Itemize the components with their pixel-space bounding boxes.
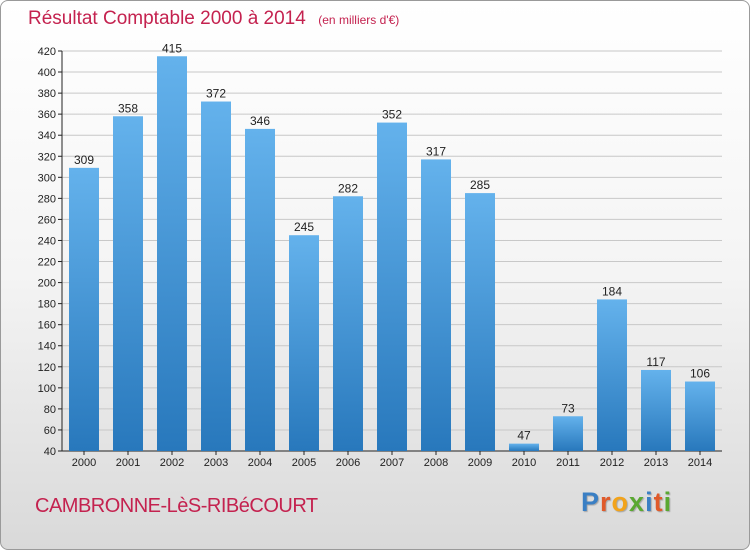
data-label-2000: 309 bbox=[74, 153, 94, 167]
y-tick-label: 120 bbox=[38, 362, 56, 374]
y-tick-label: 280 bbox=[38, 193, 56, 205]
x-tick-label-2008: 2008 bbox=[424, 457, 448, 469]
x-tick-label-2011: 2011 bbox=[556, 457, 580, 469]
bar-chart: 40 60 80 100 120 140 160 180 200 220 240 260 280 300 3… bbox=[38, 41, 722, 469]
x-tick-label-2004: 2004 bbox=[248, 457, 272, 469]
data-label-2014: 106 bbox=[690, 367, 710, 381]
data-label-2012: 184 bbox=[602, 284, 622, 298]
logo-letter: P bbox=[581, 487, 601, 517]
x-tick-label-2012: 2012 bbox=[600, 457, 624, 469]
x-tick-label-2001: 2001 bbox=[116, 457, 140, 469]
bar-2009 bbox=[465, 193, 495, 451]
title-unit: (en milliers d'€) bbox=[318, 13, 400, 27]
bar-2013 bbox=[641, 369, 671, 451]
logo-letter: r bbox=[600, 487, 612, 517]
data-label-2005: 245 bbox=[294, 220, 314, 234]
y-tick-label: 200 bbox=[38, 278, 56, 290]
x-tick-label-2013: 2013 bbox=[644, 457, 668, 469]
data-label-2002: 415 bbox=[162, 41, 182, 55]
data-label-2007: 352 bbox=[382, 108, 402, 122]
y-tick-label: 300 bbox=[38, 172, 56, 184]
y-tick-label: 40 bbox=[44, 446, 56, 458]
title-main: Résultat Comptable 2000 à 2014 bbox=[28, 8, 306, 29]
x-tick-label-2009: 2009 bbox=[468, 457, 492, 469]
bar-2002 bbox=[157, 56, 187, 452]
x-tick-label-2014: 2014 bbox=[688, 457, 712, 469]
bar-2011 bbox=[553, 416, 583, 451]
data-label-2011: 73 bbox=[561, 401, 575, 415]
logo-letter: i bbox=[663, 487, 673, 517]
proxiti-logo: Proxiti bbox=[581, 487, 672, 518]
x-tick-label-2002: 2002 bbox=[160, 457, 184, 469]
data-label-2009: 285 bbox=[470, 178, 490, 192]
y-tick-label: 100 bbox=[38, 383, 56, 395]
y-tick-label: 140 bbox=[38, 341, 56, 353]
y-tick-label: 220 bbox=[38, 257, 56, 269]
bar-2010 bbox=[509, 443, 539, 451]
y-tick-label: 160 bbox=[38, 320, 56, 332]
data-label-2006: 282 bbox=[338, 181, 358, 195]
logo-letter: o bbox=[611, 487, 630, 517]
logo-letter: i bbox=[645, 487, 654, 517]
y-tick-label: 320 bbox=[38, 151, 56, 163]
data-label-2010: 47 bbox=[517, 429, 531, 443]
x-tick-label-2000: 2000 bbox=[72, 457, 96, 469]
data-label-2003: 372 bbox=[206, 87, 226, 101]
y-tick-label: 180 bbox=[38, 299, 56, 311]
logo-letter: x bbox=[629, 487, 646, 517]
chart-title: Résultat Comptable 2000 à 2014 (en milli… bbox=[28, 8, 399, 30]
x-tick-label-2010: 2010 bbox=[512, 457, 536, 469]
data-label-2008: 317 bbox=[426, 144, 446, 158]
y-tick-label: 360 bbox=[38, 109, 56, 121]
x-tick-label-2006: 2006 bbox=[336, 457, 360, 469]
data-label-2004: 346 bbox=[250, 114, 270, 128]
commune-name: CAMBRONNE-LèS-RIBéCOURT bbox=[35, 495, 318, 517]
x-tick-label-2003: 2003 bbox=[204, 457, 228, 469]
bar-2004 bbox=[245, 128, 275, 451]
bar-2012 bbox=[597, 299, 627, 451]
y-tick-label: 60 bbox=[44, 425, 56, 437]
bar-2008 bbox=[421, 159, 451, 451]
bar-2007 bbox=[377, 122, 407, 451]
y-tick-label: 240 bbox=[38, 235, 56, 247]
data-label-2013: 117 bbox=[646, 355, 665, 369]
bar-2000 bbox=[69, 167, 99, 451]
y-tick-label: 380 bbox=[38, 88, 56, 100]
y-tick-label: 420 bbox=[38, 46, 56, 58]
x-tick-label-2007: 2007 bbox=[380, 457, 404, 469]
bar-2014 bbox=[685, 381, 715, 451]
y-tick-label: 260 bbox=[38, 214, 56, 226]
y-tick-label: 80 bbox=[44, 404, 56, 416]
x-tick-label-2005: 2005 bbox=[292, 457, 316, 469]
bar-2003 bbox=[201, 101, 231, 452]
data-label-2001: 358 bbox=[118, 101, 138, 115]
y-tick-label: 400 bbox=[38, 67, 56, 79]
bar-2005 bbox=[289, 235, 319, 451]
y-tick-label: 340 bbox=[38, 130, 56, 142]
bar-2001 bbox=[113, 116, 143, 452]
logo-letter: t bbox=[653, 487, 664, 517]
bar-2006 bbox=[333, 196, 363, 451]
